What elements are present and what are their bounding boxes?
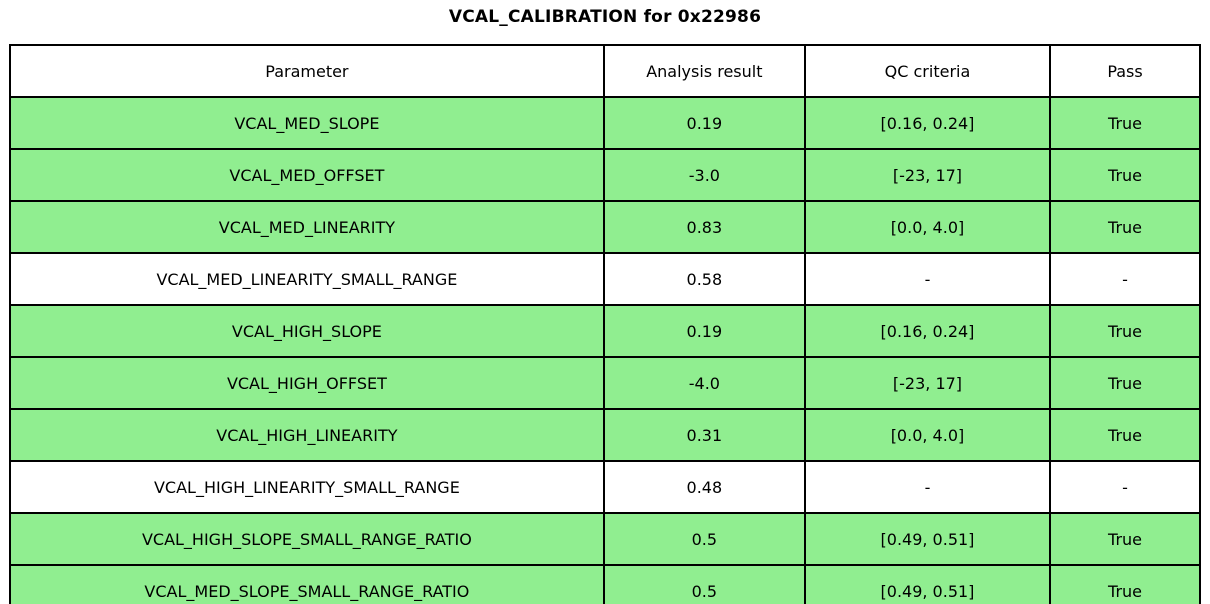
- cell-analysis-result: 0.19: [602, 304, 806, 358]
- cell-parameter: VCAL_MED_LINEARITY: [9, 200, 605, 254]
- column-header-qc-criteria: QC criteria: [803, 44, 1052, 98]
- cell-parameter: VCAL_HIGH_LINEARITY: [9, 408, 605, 462]
- column-header-pass: Pass: [1049, 44, 1201, 98]
- cell-analysis-result: 0.31: [602, 408, 806, 462]
- figure-title: VCAL_CALIBRATION for 0x22986: [448, 7, 762, 27]
- cell-pass: True: [1049, 200, 1201, 254]
- table-row: VCAL_MED_SLOPE_SMALL_RANGE_RATIO 0.5 [0.…: [9, 564, 1201, 604]
- cell-analysis-result: -4.0: [602, 356, 806, 410]
- cell-analysis-result: 0.83: [602, 200, 806, 254]
- cell-analysis-result: -3.0: [602, 148, 806, 202]
- cell-qc-criteria: [0.16, 0.24]: [803, 304, 1052, 358]
- cell-parameter: VCAL_MED_OFFSET: [9, 148, 605, 202]
- cell-parameter: VCAL_MED_SLOPE_SMALL_RANGE_RATIO: [9, 564, 605, 604]
- cell-analysis-result: 0.58: [602, 252, 806, 306]
- cell-qc-criteria: [0.49, 0.51]: [803, 512, 1052, 566]
- table-header: Parameter Analysis result QC criteria Pa…: [9, 44, 1201, 98]
- column-header-parameter: Parameter: [9, 44, 605, 98]
- table-row: VCAL_HIGH_LINEARITY_SMALL_RANGE 0.48 - -: [9, 460, 1201, 514]
- cell-parameter: VCAL_HIGH_LINEARITY_SMALL_RANGE: [9, 460, 605, 514]
- cell-analysis-result: 0.5: [602, 512, 806, 566]
- cell-qc-criteria: [-23, 17]: [803, 356, 1052, 410]
- cell-pass: -: [1049, 252, 1201, 306]
- cell-parameter: VCAL_HIGH_SLOPE_SMALL_RANGE_RATIO: [9, 512, 605, 566]
- cell-qc-criteria: [0.49, 0.51]: [803, 564, 1052, 604]
- cell-qc-criteria: [0.16, 0.24]: [803, 96, 1052, 150]
- cell-qc-criteria: -: [803, 460, 1052, 514]
- cell-pass: True: [1049, 408, 1201, 462]
- qc-results-table: Parameter Analysis result QC criteria Pa…: [9, 44, 1201, 604]
- qc-table-body: VCAL_MED_SLOPE 0.19 [0.16, 0.24] True VC…: [9, 96, 1201, 604]
- cell-parameter: VCAL_MED_SLOPE: [9, 96, 605, 150]
- cell-pass: True: [1049, 148, 1201, 202]
- cell-parameter: VCAL_MED_LINEARITY_SMALL_RANGE: [9, 252, 605, 306]
- cell-qc-criteria: [0.0, 4.0]: [803, 200, 1052, 254]
- cell-analysis-result: 0.19: [602, 96, 806, 150]
- header-row: Parameter Analysis result QC criteria Pa…: [9, 44, 1201, 98]
- cell-parameter: VCAL_HIGH_OFFSET: [9, 356, 605, 410]
- table-row: VCAL_MED_OFFSET -3.0 [-23, 17] True: [9, 148, 1201, 202]
- table-row: VCAL_MED_LINEARITY 0.83 [0.0, 4.0] True: [9, 200, 1201, 254]
- cell-analysis-result: 0.5: [602, 564, 806, 604]
- cell-pass: True: [1049, 96, 1201, 150]
- cell-pass: True: [1049, 564, 1201, 604]
- cell-pass: True: [1049, 512, 1201, 566]
- table-row: VCAL_HIGH_SLOPE_SMALL_RANGE_RATIO 0.5 [0…: [9, 512, 1201, 566]
- table-row: VCAL_HIGH_OFFSET -4.0 [-23, 17] True: [9, 356, 1201, 410]
- column-header-analysis-result: Analysis result: [602, 44, 806, 98]
- cell-analysis-result: 0.48: [602, 460, 806, 514]
- cell-pass: -: [1049, 460, 1201, 514]
- cell-qc-criteria: [-23, 17]: [803, 148, 1052, 202]
- table-row: VCAL_MED_LINEARITY_SMALL_RANGE 0.58 - -: [9, 252, 1201, 306]
- cell-pass: True: [1049, 356, 1201, 410]
- cell-qc-criteria: [0.0, 4.0]: [803, 408, 1052, 462]
- cell-qc-criteria: -: [803, 252, 1052, 306]
- cell-parameter: VCAL_HIGH_SLOPE: [9, 304, 605, 358]
- table-row: VCAL_HIGH_LINEARITY 0.31 [0.0, 4.0] True: [9, 408, 1201, 462]
- cell-pass: True: [1049, 304, 1201, 358]
- table-row: VCAL_HIGH_SLOPE 0.19 [0.16, 0.24] True: [9, 304, 1201, 358]
- table-row: VCAL_MED_SLOPE 0.19 [0.16, 0.24] True: [9, 96, 1201, 150]
